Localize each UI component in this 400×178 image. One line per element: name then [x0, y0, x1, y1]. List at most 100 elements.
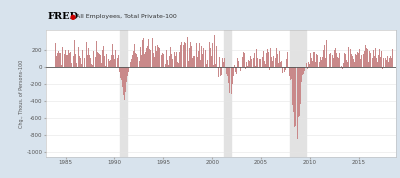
- Bar: [74, 40, 75, 67]
- Bar: [222, 58, 223, 67]
- Bar: [312, 61, 313, 67]
- Bar: [155, 46, 156, 67]
- Bar: [364, 51, 365, 67]
- Bar: [330, 53, 331, 67]
- Bar: [202, 54, 203, 67]
- Bar: [339, 53, 340, 67]
- Bar: [372, 58, 373, 67]
- Bar: [105, 66, 106, 67]
- Bar: [141, 54, 142, 67]
- Bar: [182, 62, 183, 67]
- Bar: [263, 51, 264, 67]
- Bar: [296, 67, 297, 147]
- Bar: [239, 65, 240, 67]
- Bar: [306, 63, 307, 67]
- Bar: [233, 67, 234, 76]
- Bar: [351, 54, 352, 67]
- Bar: [230, 67, 231, 98]
- Bar: [333, 58, 334, 67]
- Bar: [208, 52, 209, 67]
- Bar: [123, 67, 124, 95]
- Bar: [353, 59, 354, 67]
- Bar: [231, 67, 232, 94]
- Bar: [82, 50, 83, 67]
- Bar: [386, 60, 387, 67]
- Bar: [223, 62, 224, 67]
- Bar: [69, 53, 70, 67]
- Bar: [244, 53, 245, 67]
- Bar: [179, 52, 180, 67]
- Bar: [138, 48, 139, 67]
- Bar: [340, 57, 341, 67]
- Bar: [70, 52, 71, 67]
- Bar: [120, 30, 128, 157]
- Bar: [115, 50, 116, 67]
- Bar: [310, 53, 311, 67]
- Bar: [209, 42, 210, 67]
- Bar: [286, 59, 287, 67]
- Bar: [361, 55, 362, 67]
- Bar: [242, 57, 243, 67]
- Bar: [118, 55, 119, 67]
- Bar: [313, 52, 314, 67]
- Bar: [84, 58, 85, 67]
- Bar: [226, 67, 227, 74]
- Bar: [136, 54, 137, 67]
- Bar: [305, 62, 306, 67]
- Bar: [221, 67, 222, 75]
- Bar: [380, 57, 381, 67]
- Bar: [384, 52, 385, 67]
- Bar: [187, 37, 188, 67]
- Bar: [73, 56, 74, 67]
- Bar: [228, 67, 229, 83]
- Bar: [271, 57, 272, 67]
- Bar: [93, 51, 94, 67]
- Bar: [66, 55, 67, 67]
- Bar: [314, 52, 315, 67]
- Bar: [188, 61, 189, 67]
- Bar: [205, 49, 206, 67]
- Bar: [91, 64, 92, 67]
- Bar: [164, 58, 165, 67]
- Bar: [130, 62, 131, 67]
- Bar: [88, 48, 89, 67]
- Bar: [329, 54, 330, 67]
- Bar: [86, 42, 87, 67]
- Bar: [318, 60, 319, 67]
- Bar: [177, 62, 178, 67]
- Bar: [291, 67, 292, 79]
- Bar: [158, 47, 159, 67]
- Bar: [356, 55, 357, 67]
- Bar: [377, 62, 378, 67]
- Bar: [72, 52, 73, 67]
- Bar: [157, 45, 158, 67]
- Bar: [338, 58, 339, 67]
- Bar: [320, 57, 321, 67]
- Bar: [165, 64, 166, 67]
- Bar: [119, 67, 120, 72]
- Bar: [76, 56, 77, 67]
- Bar: [122, 67, 123, 87]
- Bar: [309, 64, 310, 67]
- Bar: [140, 47, 141, 67]
- Bar: [151, 54, 152, 67]
- Bar: [167, 60, 168, 67]
- Bar: [132, 55, 133, 67]
- Bar: [303, 67, 304, 74]
- Bar: [246, 62, 247, 67]
- Bar: [127, 67, 128, 76]
- Bar: [96, 41, 97, 67]
- Bar: [175, 56, 176, 67]
- Bar: [232, 67, 233, 84]
- Bar: [107, 43, 108, 67]
- Bar: [195, 49, 196, 67]
- Bar: [101, 63, 102, 67]
- Bar: [224, 58, 225, 67]
- Bar: [153, 53, 154, 67]
- Bar: [371, 64, 372, 67]
- Text: All Employees, Total Private-100: All Employees, Total Private-100: [76, 14, 176, 19]
- Text: ●: ●: [70, 14, 76, 20]
- Bar: [341, 66, 342, 67]
- Bar: [358, 53, 359, 67]
- Bar: [171, 54, 172, 67]
